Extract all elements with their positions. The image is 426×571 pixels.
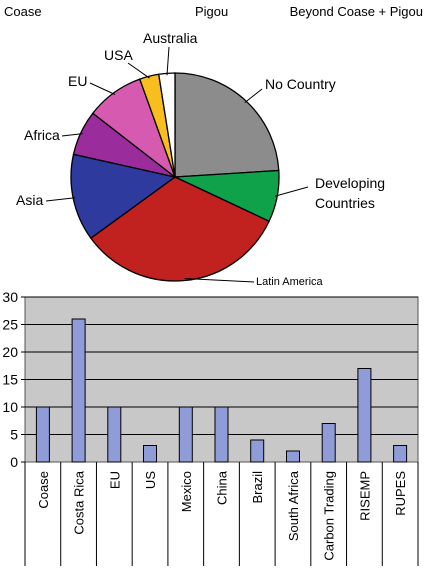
y-tick-label-0: 0	[10, 454, 18, 470]
pie-label-australia: Australia	[143, 30, 198, 46]
pie-leader-eu	[89, 82, 116, 95]
bar-china	[214, 406, 229, 463]
bar-us	[143, 445, 157, 463]
bar-chart: 0 5 10 15 20 25 30 Coase Costa Rica EU US Mexico Ch…	[2, 289, 419, 566]
x-tick-label-rupes: RUPES	[393, 471, 408, 516]
pie-leader-australia	[166, 46, 170, 76]
pie-chart: No Country Developing Countries Latin Ameri…	[16, 30, 385, 288]
x-tick-label-coase: Coase	[36, 471, 51, 509]
x-tick-label-mexico: Mexico	[179, 471, 194, 512]
x-tick-label-risemp: RISEMP	[357, 471, 372, 521]
pie-label-asia: Asia	[16, 192, 43, 208]
x-tick-label-eu: EU	[107, 471, 122, 489]
x-tick-label-costa-rica: Costa Rica	[72, 470, 87, 534]
pie-label-no-country: No Country	[265, 76, 336, 92]
pie-slice-no-country	[174, 72, 280, 178]
pie-leader-developing-countries	[275, 186, 309, 197]
pie-label-usa: USA	[104, 47, 133, 63]
pie-label-developing-countries: Developing Countries	[315, 175, 385, 211]
bar-mexico	[178, 406, 193, 463]
bar-carbon-trading	[321, 423, 336, 463]
y-tick-label-30: 30	[2, 289, 18, 305]
bar-south-africa	[286, 450, 300, 463]
header-coase: Coase	[4, 4, 42, 19]
y-tick-label-20: 20	[2, 344, 18, 360]
pie-label-africa: Africa	[24, 127, 60, 143]
bar-eu	[107, 406, 122, 463]
y-tick-label-15: 15	[2, 372, 18, 388]
x-tick-label-us: US	[143, 471, 158, 489]
pie-leader-no-country	[244, 88, 263, 103]
bar-rupes	[393, 445, 408, 463]
header-pigou: Pigou	[195, 4, 229, 19]
y-tick-label-5: 5	[10, 427, 18, 443]
x-tick-label-brazil: Brazil	[250, 471, 265, 504]
pie-leader-usa	[127, 62, 150, 79]
y-tick-label-25: 25	[2, 317, 18, 333]
header-beyond: Beyond Coase + Pigou	[289, 4, 423, 19]
bar-risemp	[357, 368, 372, 463]
x-tick-label-south-africa: South Africa	[286, 470, 301, 541]
x-tick-label-china: China	[215, 470, 230, 505]
pie-label-eu: EU	[68, 73, 87, 89]
bar-costa-rica	[71, 318, 86, 463]
bar-coase	[35, 406, 50, 463]
pie-leader-asia	[45, 197, 76, 202]
bar-brazil	[250, 439, 265, 463]
pie-slice-latin-america	[89, 176, 270, 282]
x-tick-label-carbon-trading: Carbon Trading	[322, 471, 337, 561]
pie-leader-africa	[61, 133, 83, 137]
pie-label-latin-america: Latin America	[256, 276, 324, 288]
pie-leader-latin-america	[184, 278, 255, 283]
y-tick-label-10: 10	[2, 399, 18, 415]
